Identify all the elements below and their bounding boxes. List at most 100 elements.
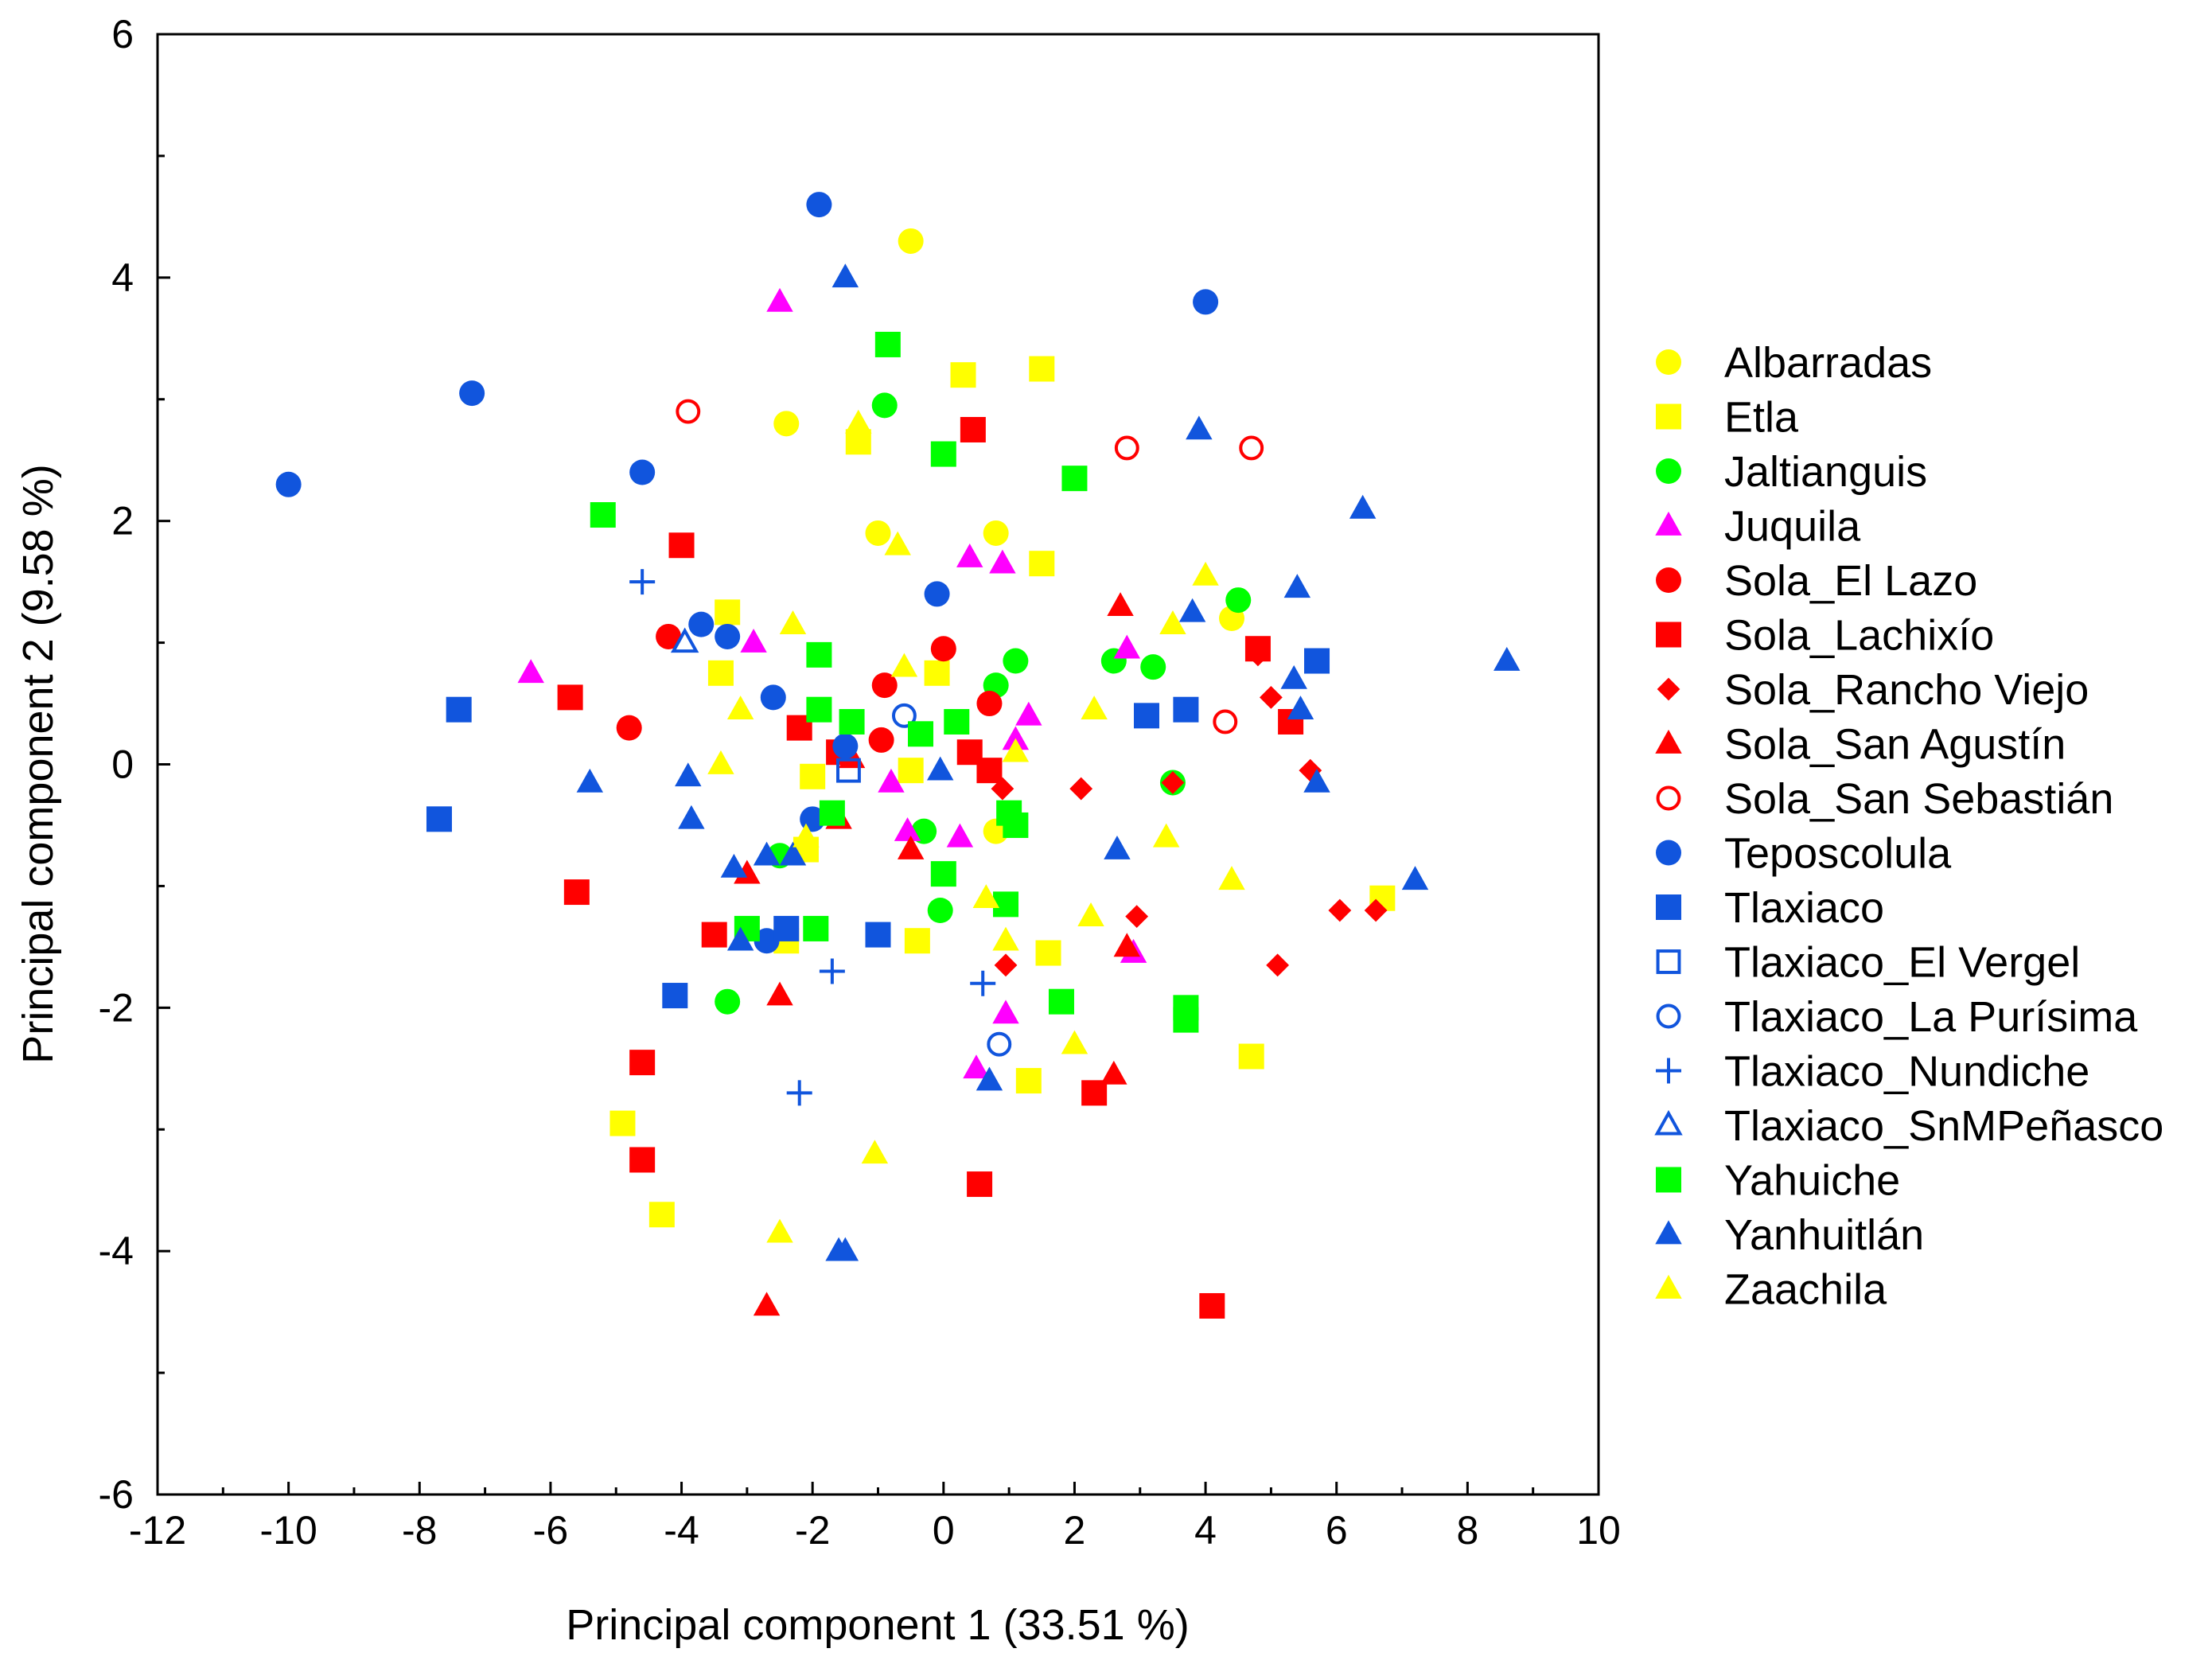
- data-point-yahuiche: [944, 708, 970, 735]
- legend-item-tlaxiaco: Tlaxiaco: [1656, 884, 1884, 932]
- data-point-yanhuitlan: [1280, 664, 1307, 689]
- data-point-tlaxiaco: [446, 696, 472, 723]
- data-point-zaachila: [845, 409, 872, 434]
- data-point-sola-lachixio: [701, 922, 727, 948]
- legend-item-sola-lachixio: Sola_Lachixío: [1656, 612, 1994, 660]
- data-point-etla: [1238, 1043, 1264, 1070]
- legend-label: Jaltianguis: [1724, 448, 1927, 496]
- data-point-yanhuitlan: [831, 263, 859, 288]
- data-point-tlaxiaco-nundiche: [786, 1080, 812, 1106]
- data-point-juquila: [956, 543, 983, 567]
- data-point-sola-el-lazo: [656, 623, 682, 649]
- data-point-teposcolula: [806, 192, 832, 218]
- data-point-juquila: [989, 549, 1016, 574]
- data-point-yanhuitlan: [726, 926, 754, 951]
- data-point-yanhuitlan: [675, 762, 702, 787]
- data-point-zaachila: [861, 1140, 889, 1164]
- data-point-etla: [898, 758, 924, 784]
- data-point-teposcolula: [1193, 289, 1219, 315]
- data-point-sola-rancho-viejo: [1266, 953, 1290, 977]
- data-point-zaachila: [1077, 902, 1104, 926]
- legend-marker: [1656, 840, 1681, 866]
- data-point-tlaxiaco: [1304, 648, 1330, 674]
- legend-label: Sola_El Lazo: [1724, 557, 1977, 605]
- legend-label: Tlaxiaco_SnMPeñasco: [1724, 1102, 2163, 1150]
- data-point-sola-san-agustin: [1107, 592, 1134, 617]
- x-axis-label: Principal component 1 (33.51 %): [566, 1601, 1189, 1649]
- data-point-sola-rancho-viejo: [1069, 777, 1093, 801]
- legend-label: Sola_Lachixío: [1724, 612, 1994, 660]
- x-tick-label: 2: [1064, 1508, 1086, 1553]
- x-tick-label: -4: [664, 1508, 699, 1553]
- data-point-etla: [800, 763, 826, 789]
- data-point-tlaxiaco: [773, 915, 800, 941]
- x-tick-label: 6: [1326, 1508, 1348, 1553]
- data-point-etla: [1035, 940, 1061, 966]
- legend-item-yahuiche: Yahuiche: [1656, 1157, 1900, 1205]
- data-point-tlaxiaco-nundiche: [970, 970, 996, 996]
- legend-marker: [1656, 949, 1681, 974]
- y-tick-label: -4: [99, 1229, 134, 1273]
- data-point-yanhuitlan: [1186, 415, 1213, 440]
- data-point-zaachila: [707, 750, 734, 774]
- data-point-yahuiche: [874, 331, 901, 357]
- legend-label: Sola_San Sebastián: [1724, 775, 2113, 823]
- data-point-sola-san-agustin: [734, 859, 761, 884]
- legend-label: Sola_Rancho Viejo: [1724, 666, 2089, 714]
- data-point-yahuiche: [1048, 988, 1074, 1015]
- data-point-sola-lachixio: [629, 1147, 656, 1173]
- data-point-sola-lachixio: [563, 879, 590, 906]
- series-tlaxiaco-snmpenasco: [670, 627, 699, 653]
- legend-marker: [1657, 677, 1680, 701]
- legend-marker: [1656, 349, 1681, 375]
- legend-marker: [1655, 1274, 1682, 1299]
- data-point-juquila: [1113, 634, 1141, 659]
- data-point-yahuiche: [803, 915, 829, 941]
- data-point-zaachila: [726, 696, 754, 720]
- legend-item-juquila: Juquila: [1655, 503, 1861, 551]
- data-point-yanhuitlan: [1287, 696, 1314, 720]
- legend-item-jaltianguis: Jaltianguis: [1656, 448, 1927, 496]
- data-point-teposcolula: [760, 684, 786, 711]
- data-point-sola-el-lazo: [930, 636, 956, 662]
- x-tick-label: 8: [1456, 1508, 1478, 1553]
- data-point-tlaxiaco-nundiche: [629, 569, 656, 595]
- data-point-juquila: [894, 817, 921, 841]
- data-point-yahuiche: [819, 800, 845, 826]
- legend-label: Sola_San Agustín: [1724, 721, 2066, 769]
- data-point-juquila: [740, 628, 767, 653]
- data-point-sola-rancho-viejo: [994, 953, 1018, 977]
- data-point-sola-san-agustin: [897, 835, 925, 859]
- data-point-sola-lachixio: [629, 1050, 656, 1076]
- legend-marker: [1656, 1003, 1681, 1029]
- data-point-sola-lachixio: [967, 1171, 993, 1198]
- data-point-teposcolula: [459, 380, 485, 407]
- legend-marker: [1655, 1220, 1682, 1245]
- legend-label: Yahuiche: [1724, 1157, 1900, 1205]
- data-point-etla: [904, 928, 930, 954]
- data-point-juquila: [992, 1000, 1019, 1024]
- data-point-jaltianguis: [715, 988, 741, 1015]
- data-point-yahuiche: [839, 708, 865, 735]
- y-tick-label: 2: [111, 499, 134, 544]
- data-point-tlaxiaco-el-vergel: [836, 758, 861, 783]
- data-point-teposcolula: [629, 459, 656, 485]
- legend-label: Tlaxiaco_Nundiche: [1724, 1048, 2089, 1096]
- legend-marker: [1655, 729, 1682, 754]
- data-point-yahuiche: [1173, 1007, 1199, 1033]
- data-point-zaachila: [1002, 738, 1030, 762]
- data-point-yanhuitlan: [1493, 646, 1521, 671]
- series-tlaxiaco-la-purisima: [891, 703, 1012, 1057]
- data-point-etla: [950, 362, 976, 388]
- data-point-yanhuitlan: [926, 756, 954, 781]
- legend-marker: [1656, 785, 1681, 811]
- data-point-sola-el-lazo: [976, 691, 1003, 717]
- data-point-zaachila: [1061, 1030, 1088, 1054]
- data-point-tlaxiaco: [662, 983, 688, 1009]
- data-point-sola-el-lazo: [616, 715, 642, 741]
- series-sola-san-sebastian: [676, 399, 1264, 735]
- data-point-jaltianguis: [1140, 654, 1166, 680]
- x-tick-label: -12: [129, 1508, 186, 1553]
- legend-label: Teposcolula: [1724, 830, 1952, 878]
